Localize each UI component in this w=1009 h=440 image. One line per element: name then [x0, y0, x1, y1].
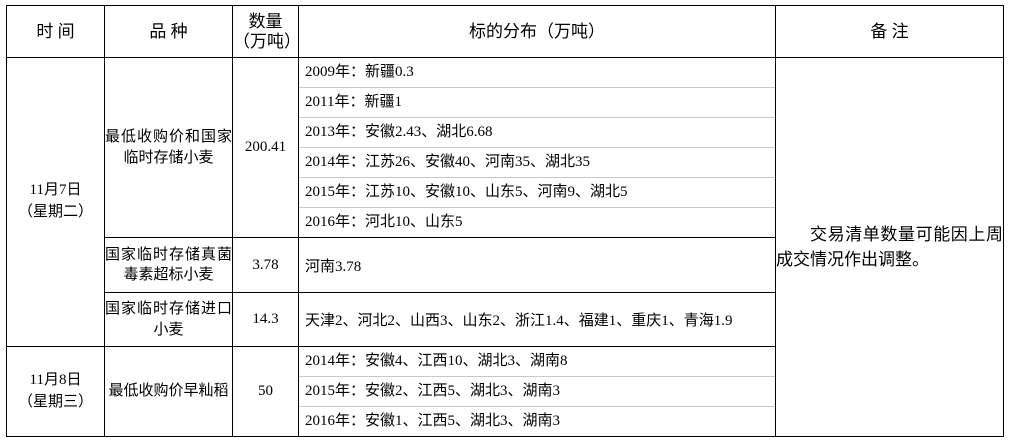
cell-quantity: 50	[232, 346, 299, 437]
cell-variety: 国家临时存储真菌毒素超标小麦	[104, 237, 233, 293]
distribution-item: 天津2、河北2、山西3、山东2、浙江1.4、福建1、重庆1、青海1.9	[305, 313, 733, 329]
cell-quantity: 14.3	[232, 292, 299, 347]
variety-label: 最低收购价早籼稻	[108, 383, 229, 400]
table-row: 11月8日 （星期三） 最低收购价早籼稻 50 2014年：安徽4、江西10、湖…	[6, 346, 1004, 437]
header-remark-label: 备 注	[870, 21, 909, 41]
variety-label: 最低收购价和国家临时存储小麦	[105, 129, 232, 166]
date-weekday: （星期二）	[17, 204, 93, 220]
distribution-item: 河南3.78	[305, 258, 362, 275]
distribution-item: 2014年：江苏26、安徽40、河南35、湖北35	[299, 148, 775, 178]
distribution-item: 2015年：江苏10、安徽10、山东5、河南9、湖北5	[299, 178, 775, 208]
header-distribution: 标的分布（万吨）	[298, 5, 776, 58]
trading-list-table: 时 间 品 种 数量 （万吨） 标的分布（万吨） 备 注	[6, 5, 1004, 437]
cell-quantity: 3.78	[232, 237, 299, 293]
table-header-row: 时 间 品 种 数量 （万吨） 标的分布（万吨） 备 注	[6, 5, 1004, 58]
quantity-value: 3.78	[252, 256, 279, 273]
header-quantity-line2: （万吨）	[233, 31, 301, 51]
cell-date-nov7: 11月7日 （星期二）	[6, 57, 105, 347]
distribution-item: 2009年：新疆0.3	[299, 58, 775, 88]
header-remark: 备 注	[775, 5, 1004, 58]
distribution-item: 2016年：安徽1、江西5、湖北3、湖南3	[305, 413, 561, 429]
table-row: 国家临时存储真菌毒素超标小麦 3.78 河南3.78	[7, 237, 1004, 293]
distribution-item: 2013年：安徽2.43、湖北6.68	[299, 118, 775, 148]
cell-quantity: 200.41	[232, 57, 299, 238]
header-quantity-line1: 数量	[248, 11, 283, 31]
header-time-label: 时 间	[36, 21, 75, 41]
header-variety-label: 品 种	[149, 21, 188, 41]
table-row: 国家临时存储进口小麦 14.3 天津2、河北2、山西3、山东2、浙江1.4、福建…	[7, 292, 1004, 347]
distribution-item: 2016年：河北10、山东5	[305, 214, 463, 230]
cell-date-nov8: 11月8日 （星期三）	[6, 346, 105, 437]
variety-label: 国家临时存储真菌毒素超标小麦	[105, 246, 232, 283]
cell-remark: 交易清单数量可能因上周成交情况作出调整。	[775, 57, 1004, 437]
header-variety: 品 种	[104, 5, 233, 58]
variety-label: 国家临时存储进口小麦	[105, 301, 232, 338]
cell-variety: 国家临时存储进口小麦	[104, 292, 233, 347]
date-day: 11月7日	[29, 182, 82, 199]
date-day: 11月8日	[29, 371, 82, 388]
cell-distribution: 河南3.78	[298, 237, 776, 293]
distribution-list: 2009年：新疆0.3 2011年：新疆1 2013年：安徽2.43、湖北6.6…	[299, 58, 775, 237]
date-weekday: （星期三）	[17, 393, 93, 410]
cell-distribution: 2009年：新疆0.3 2011年：新疆1 2013年：安徽2.43、湖北6.6…	[298, 57, 776, 238]
distribution-item: 2015年：安徽2、江西5、湖北3、湖南3	[299, 377, 775, 407]
cell-variety: 最低收购价早籼稻	[104, 346, 233, 437]
cell-distribution: 2014年：安徽4、江西10、湖北3、湖南8 2015年：安徽2、江西5、湖北3…	[298, 346, 776, 437]
quantity-value: 50	[258, 383, 273, 399]
quantity-value: 200.41	[244, 139, 287, 155]
quantity-value: 14.3	[252, 311, 279, 327]
distribution-item: 2011年：新疆1	[299, 88, 775, 118]
table-row: 11月7日 （星期二） 最低收购价和国家临时存储小麦 200.41 2009年：…	[6, 57, 1004, 437]
header-time: 时 间	[6, 5, 105, 58]
header-quantity: 数量 （万吨）	[232, 5, 301, 58]
cell-variety: 最低收购价和国家临时存储小麦	[104, 57, 233, 238]
distribution-item: 2014年：安徽4、江西10、湖北3、湖南8	[299, 347, 775, 377]
header-distribution-label: 标的分布（万吨）	[469, 21, 605, 41]
distribution-list: 2014年：安徽4、江西10、湖北3、湖南8 2015年：安徽2、江西5、湖北3…	[299, 347, 775, 436]
cell-distribution: 天津2、河北2、山西3、山东2、浙江1.4、福建1、重庆1、青海1.9	[298, 292, 776, 347]
remark-text: 交易清单数量可能因上周成交情况作出调整。	[776, 224, 1003, 270]
